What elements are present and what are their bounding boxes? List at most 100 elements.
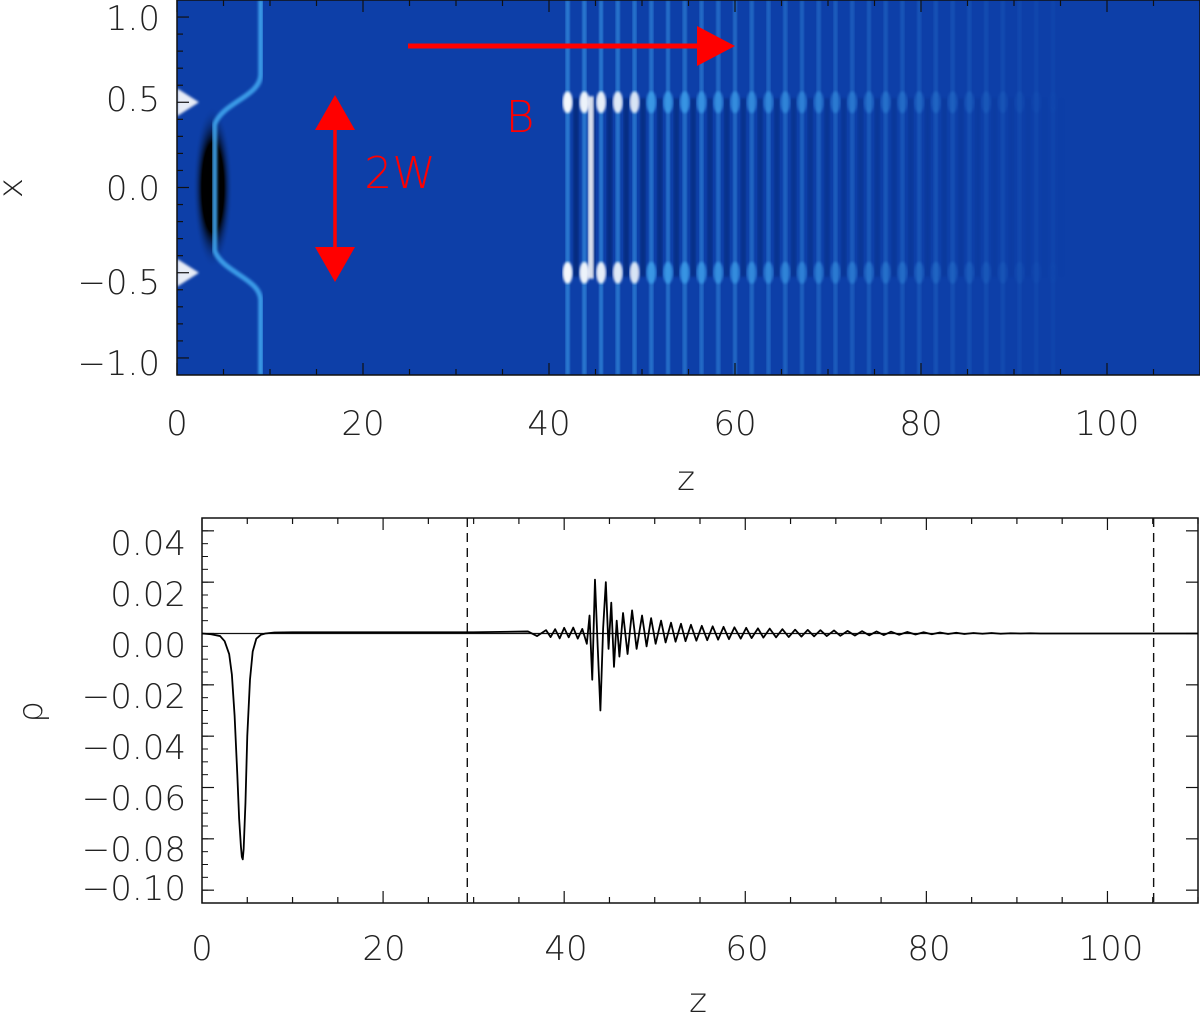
wave-stripe-dark [941,98,948,277]
wave-stripe-bright [716,0,721,375]
wave-stripe-bright [983,0,989,375]
wave-stripe-bright [565,0,570,375]
boundary-blob [679,91,690,114]
boundary-blob [947,261,958,284]
boundary-blob [997,91,1008,114]
boundary-blob [813,261,824,284]
rho-series-line [201,578,1198,861]
wave-stripe-bright [1050,0,1056,375]
wave-stripe-bright [582,0,587,375]
boundary-blob [914,261,925,284]
boundary-blob [713,91,724,114]
wave-stripe-dark [958,98,964,277]
wave-stripe-dark [841,98,847,277]
boundary-blob [897,261,908,284]
boundary-blob [964,261,975,284]
wave-stripe-bright [816,0,821,375]
wave-stripe-dark [606,98,613,277]
line-plot-panel: 0.04 0.02 0.00 −0.02 −0.04 −0.06 −0.08 −… [11,517,1199,1018]
leading-wave-column [587,96,594,279]
boundary-blob [562,91,573,114]
heatmap-x-tick-label: 100 [1075,404,1140,444]
boundary-blob [579,261,590,284]
line-plot-x-tick-label: 40 [544,929,587,969]
boundary-blob [696,91,707,114]
boundary-blob [930,91,941,114]
boundary-blob [1014,261,1025,284]
boundary-blob [746,261,757,284]
boundary-blob [679,261,690,284]
boundary-blob [930,261,941,284]
boundary-blob [746,91,757,114]
heatmap-x-axis-title: z [677,459,695,499]
line-plot-x-tick-labels: 0 20 40 60 80 100 [191,929,1143,969]
boundary-blob [646,261,657,284]
wave-stripe-bright [933,0,939,375]
boundary-blob [880,91,891,114]
heatmap-y-tick-label: −0.5 [77,263,160,303]
wave-stripe-bright [665,0,671,375]
wave-stripe-bright [1034,0,1039,375]
width-label: 2W [364,148,436,199]
wave-stripe-dark [790,98,797,277]
boundary-blob [713,261,724,284]
wave-stripe-dark [623,98,629,277]
wave-stripe-bright [967,0,972,375]
boundary-blob [663,91,674,114]
heatmap-features [177,0,1056,375]
boundary-blob [629,91,640,114]
boundary-blob [813,91,824,114]
wave-stripe-dark [707,98,713,277]
line-plot-y-tick-label: −0.10 [82,869,186,909]
wave-stripe-dark [891,98,897,277]
wave-stripe-dark [874,98,881,277]
line-plot-x-axis-title: z [689,981,707,1018]
boundary-blob [914,91,925,114]
line-plot-frame [201,517,1199,904]
wave-stripe-dark [757,98,763,277]
boundary-blob [981,261,992,284]
boundary-blob [763,91,774,114]
boundary-blob [646,91,657,114]
wave-stripe-bright [866,0,872,375]
wave-stripe-bright [732,0,738,375]
wave-stripe-bright [783,0,788,375]
heatmap-ticks [176,0,1200,375]
wave-stripe-bright [649,0,654,375]
wave-stripe-dark [974,98,981,277]
boundary-blob [730,261,740,284]
wave-stripe-dark [640,98,646,277]
wave-stripe-bright [916,0,922,375]
boundary-blob [763,261,774,284]
boundary-blob [847,91,858,114]
line-plot-x-tick-label: 60 [725,929,768,969]
boundary-blob [562,261,573,284]
boundary-blob [596,91,607,114]
line-plot-y-tick-label: 0.00 [110,626,186,666]
heatmap-x-tick-label: 0 [166,404,188,444]
wave-stripe-dark [1025,98,1031,277]
boundary-blob [796,91,807,114]
b-field-label: B [506,92,535,143]
boundary-blob [696,261,707,284]
wave-stripe-dark [1008,98,1015,277]
heatmap-x-tick-labels: 0 20 40 60 80 100 [166,404,1139,444]
boundary-blob [847,261,858,284]
heatmap-frame [176,0,1200,376]
boundary-blob [780,91,791,114]
heatmap-x-tick-label: 80 [899,404,942,444]
wave-stripe-dark [991,98,998,277]
wave-stripe-bright [1000,0,1006,375]
line-plot-x-tick-label: 0 [191,929,213,969]
boundary-blob [830,261,841,284]
line-plot-x-tick-label: 100 [1079,929,1144,969]
heatmap-y-tick-label: 1.0 [106,0,160,39]
heatmap-y-tick-label: 0.5 [106,80,160,120]
line-plot-x-tick-label: 80 [907,929,950,969]
boundary-blob [1014,91,1025,114]
wave-stripe-dark [824,98,830,277]
boundary-blob [830,91,841,114]
boundary-blob [629,261,640,284]
line-plot-y-tick-label: 0.02 [110,575,186,615]
